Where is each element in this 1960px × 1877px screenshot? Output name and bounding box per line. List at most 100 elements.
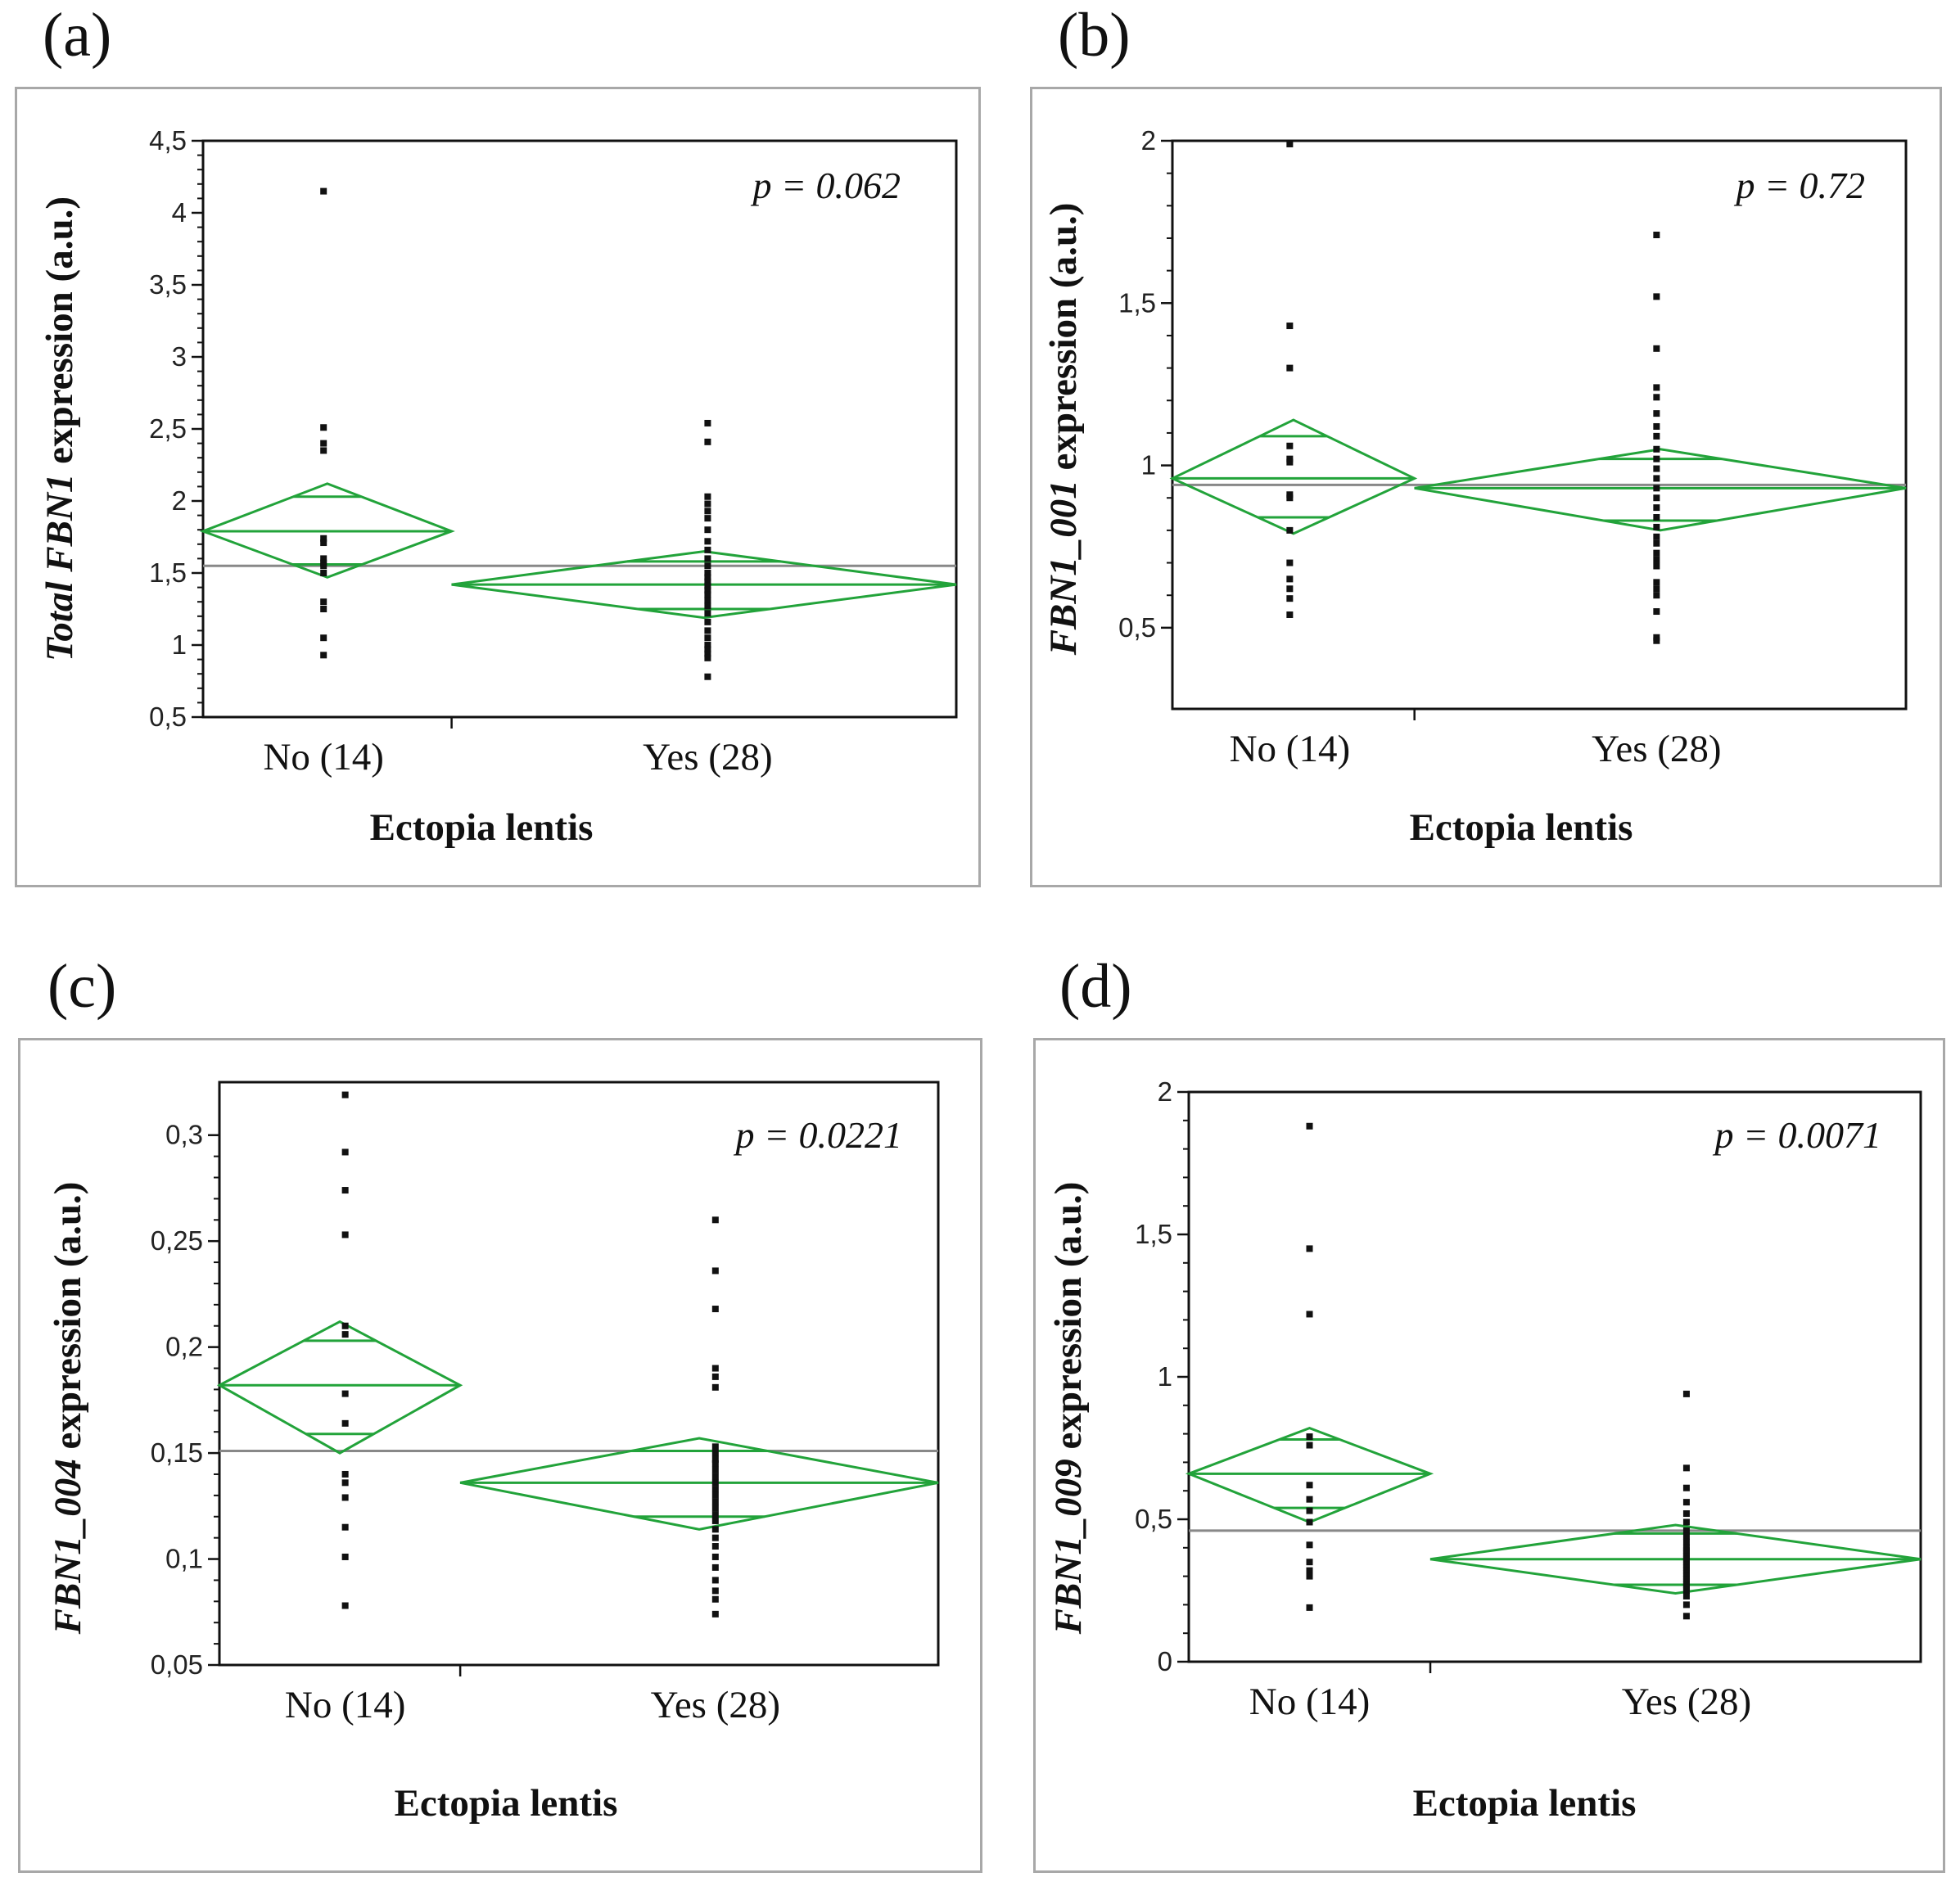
data-point xyxy=(704,578,711,585)
data-point xyxy=(704,642,711,648)
data-point xyxy=(711,1511,719,1518)
data-point xyxy=(1653,523,1660,530)
data-point xyxy=(1653,533,1660,540)
data-point xyxy=(341,1187,349,1194)
data-point xyxy=(711,1473,719,1480)
x-category-label: Yes (28) xyxy=(643,736,772,778)
data-point xyxy=(1306,1507,1313,1514)
data-point xyxy=(711,1534,719,1541)
y-axis-label: FBN1_004 expression (a.u.) xyxy=(47,1182,89,1636)
y-axis-label-gene: Total FBN1 xyxy=(38,474,81,661)
data-point xyxy=(341,1390,349,1397)
data-point xyxy=(711,1306,719,1313)
y-axis-label: Total FBN1 expression (a.u.) xyxy=(38,196,81,661)
x-category-label: Yes (28) xyxy=(1622,1681,1751,1723)
data-point xyxy=(1653,637,1660,644)
data-point xyxy=(704,419,711,426)
data-point xyxy=(711,1498,719,1505)
data-point xyxy=(1286,575,1294,583)
data-point xyxy=(341,1479,349,1487)
data-point xyxy=(1653,432,1660,440)
data-point xyxy=(1286,458,1294,466)
data-point xyxy=(711,1553,719,1560)
data-point xyxy=(320,652,327,659)
plot-border xyxy=(1171,139,1908,711)
data-point xyxy=(320,598,327,606)
data-point xyxy=(1653,455,1660,462)
plot-border xyxy=(218,1081,940,1667)
data-point xyxy=(711,1517,719,1524)
data-point xyxy=(1653,465,1660,472)
data-point xyxy=(1286,323,1294,330)
data-point xyxy=(1653,445,1660,453)
data-point xyxy=(704,526,711,534)
data-point xyxy=(320,447,327,454)
data-point xyxy=(1286,585,1294,593)
data-point xyxy=(1306,1518,1313,1526)
data-point xyxy=(711,1479,719,1487)
data-point xyxy=(1306,1482,1313,1489)
data-point xyxy=(341,1494,349,1501)
y-tick-label: 2 xyxy=(1141,125,1156,156)
y-tick-label: 2 xyxy=(172,485,187,516)
data-point xyxy=(1286,140,1294,147)
data-point xyxy=(704,500,711,508)
data-point xyxy=(704,646,711,653)
data-point xyxy=(1653,422,1660,430)
data-point xyxy=(711,1577,719,1584)
data-point xyxy=(711,1526,719,1533)
data-point xyxy=(341,1553,349,1560)
data-point xyxy=(711,1595,719,1603)
x-axis-label: Ectopia lentis xyxy=(370,806,594,849)
y-tick-label: 0,1 xyxy=(165,1544,203,1574)
data-point xyxy=(320,424,327,431)
y-tick-label: 1 xyxy=(1141,450,1156,481)
y-tick-label: 1 xyxy=(1158,1361,1172,1392)
data-point xyxy=(1653,608,1660,616)
y-tick-label: 1,5 xyxy=(1135,1219,1172,1249)
data-point xyxy=(341,1322,349,1329)
data-point xyxy=(704,634,711,642)
data-point xyxy=(1653,384,1660,391)
data-point xyxy=(704,627,711,634)
plot-area: 0,5 1 1,5 2 No (14) Yes (28) xyxy=(1118,125,1908,770)
data-point xyxy=(341,1419,349,1427)
chart-b: 0,5 1 1,5 2 No (14) Yes (28) FBN1_001 express… xyxy=(1042,125,1908,849)
data-point xyxy=(1682,1613,1690,1620)
data-point xyxy=(704,493,711,500)
data-point xyxy=(1653,592,1660,599)
y-tick-label: 2 xyxy=(1158,1076,1172,1107)
data-point xyxy=(1653,485,1660,492)
y-tick-label: 1,5 xyxy=(149,557,187,588)
data-point xyxy=(1682,1510,1690,1518)
data-point xyxy=(711,1587,719,1595)
data-point xyxy=(711,1383,719,1391)
data-point xyxy=(1306,1541,1313,1549)
data-point xyxy=(1286,611,1294,618)
data-point xyxy=(1653,556,1660,563)
data-point xyxy=(320,562,327,570)
x-axis-label: Ectopia lentis xyxy=(395,1782,618,1825)
data-point xyxy=(1306,1572,1313,1580)
y-axis-label-unit: expression (a.u.) xyxy=(1047,1182,1090,1460)
data-point xyxy=(341,1470,349,1478)
data-point xyxy=(1306,1559,1313,1566)
data-point xyxy=(1682,1390,1690,1397)
data-point xyxy=(341,1148,349,1156)
data-point xyxy=(1286,442,1294,449)
data-point xyxy=(1306,1433,1313,1441)
data-point xyxy=(1653,539,1660,547)
y-axis-label: FBN1_001 expression (a.u.) xyxy=(1042,203,1085,656)
y-tick-label: 0 xyxy=(1158,1646,1172,1676)
y-tick-label: 0,5 xyxy=(1135,1504,1172,1534)
data-point xyxy=(711,1505,719,1512)
data-point xyxy=(1306,1311,1313,1318)
data-point xyxy=(704,562,711,570)
data-point xyxy=(711,1443,719,1451)
data-point xyxy=(1286,595,1294,602)
means-diamond xyxy=(1185,1427,1434,1524)
chart-frame-a xyxy=(15,87,981,887)
p-value-label: p = 0.72 xyxy=(1733,165,1865,206)
plot-area: 0,5 1 1,5 2 2,5 3 3,5 4 4,5 No (14) Yes (28) xyxy=(149,125,958,778)
data-point xyxy=(341,1231,349,1239)
